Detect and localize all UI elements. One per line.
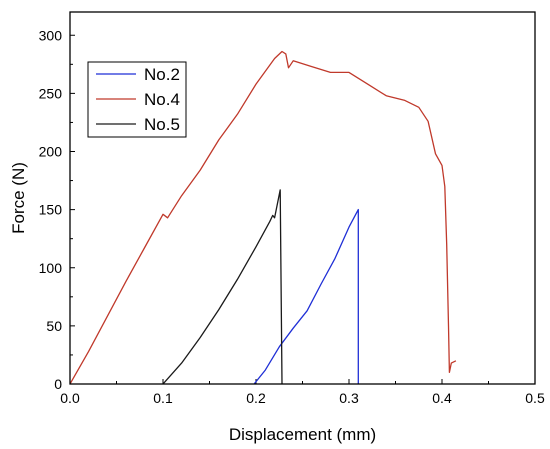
- y-axis-ticks: 0 50 100 150 200 250 300: [39, 27, 75, 392]
- y-axis-label: Force (N): [9, 162, 28, 234]
- x-axis-ticks: 0.0 0.1 0.2 0.3 0.4 0.5: [60, 379, 545, 406]
- series-layer: [69, 50, 457, 385]
- y-tick-label: 300: [39, 27, 63, 43]
- x-axis-label: Displacement (mm): [229, 425, 376, 444]
- y-tick-label: 0: [54, 376, 62, 392]
- x-tick-label: 0.2: [246, 390, 266, 406]
- x-tick-label: 0.3: [339, 390, 359, 406]
- plot-frame: [69, 11, 536, 385]
- x-tick-label: 0.1: [153, 390, 173, 406]
- y-tick-label: 150: [39, 202, 63, 218]
- x-tick-label: 0.4: [432, 390, 452, 406]
- y-tick-label: 50: [46, 318, 62, 334]
- series-line-no-2: [253, 208, 359, 385]
- y-tick-label: 200: [39, 144, 63, 160]
- legend-label: No.5: [144, 115, 180, 134]
- y-tick-label: 100: [39, 260, 63, 276]
- x-tick-label: 0.0: [60, 390, 80, 406]
- legend-label: No.4: [144, 90, 180, 109]
- legend: No.2 No.4 No.5: [87, 61, 187, 138]
- series-line-no-4: [69, 50, 457, 385]
- y-tick-label: 250: [39, 85, 63, 101]
- series-line-no-5: [162, 189, 283, 385]
- legend-label: No.2: [144, 65, 180, 84]
- x-tick-label: 0.5: [525, 390, 545, 406]
